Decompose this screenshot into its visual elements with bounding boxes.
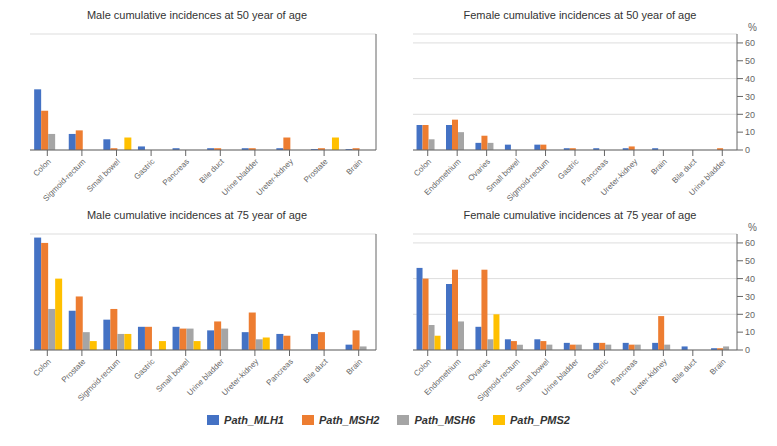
svg-text:Prostate: Prostate [60,357,88,385]
svg-text:60: 60 [745,38,755,48]
svg-text:Colon: Colon [32,157,53,178]
svg-text:20: 20 [745,110,755,120]
svg-text:Ureter-kidney: Ureter-kidney [599,157,639,197]
svg-text:Colon: Colon [32,357,53,378]
svg-text:0: 0 [745,345,750,355]
svg-text:Pancreas: Pancreas [580,157,610,187]
html-text:Path_MLH1: Path_MLH1 [224,414,284,426]
svg-text:50: 50 [745,56,755,66]
svg-text:Brain: Brain [649,157,669,177]
svg-text:Bile duct: Bile duct [670,357,699,386]
svg-text:Small bowel: Small bowel [514,357,551,394]
svg-text:Ovaries: Ovaries [466,357,492,383]
svg-text:Endometrium: Endometrium [423,357,463,397]
svg-text:Pancreas: Pancreas [161,157,191,187]
svg-text:10: 10 [745,327,755,337]
html-text:Female cumulative incidences a: Female cumulative incidences at 75 year … [463,209,697,221]
svg-text:Gastric: Gastric [586,357,610,381]
svg-text:Brain: Brain [345,157,365,177]
svg-text:Prostate: Prostate [302,157,330,185]
html-text:Female cumulative incidences a: Female cumulative incidences at 50 year … [463,9,697,21]
svg-text:Sigmoid-rectum: Sigmoid-rectum [41,157,87,203]
svg-text:Pancreas: Pancreas [265,357,295,387]
svg-text:Small bowel: Small bowel [154,357,191,394]
svg-text:Ureter-kidney: Ureter-kidney [220,357,260,397]
svg-text:Endometrium: Endometrium [423,157,463,197]
html-text:Path_MSH2: Path_MSH2 [319,414,380,426]
svg-text:Ureter-kidney: Ureter-kidney [628,357,668,397]
svg-text:50: 50 [745,256,755,266]
svg-text:30: 30 [745,92,755,102]
svg-text:Ovaries: Ovaries [466,157,492,183]
svg-text:Brain: Brain [708,357,728,377]
svg-text:Gastric: Gastric [132,357,156,381]
svg-text:Colon: Colon [412,157,433,178]
svg-text:20: 20 [745,310,755,320]
svg-text:40: 40 [745,274,755,284]
svg-text:Urine bladder: Urine bladder [540,357,581,398]
svg-text:Sigmoid-rectum: Sigmoid-rectum [76,357,122,403]
html-text:Male cumulative incidences at: Male cumulative incidences at 50 year of… [86,9,308,21]
html-text:Male cumulative incidences at: Male cumulative incidences at 75 year of… [86,209,308,221]
svg-text:Urine bladder: Urine bladder [220,157,261,198]
svg-text:Bile duct: Bile duct [301,357,330,386]
svg-text:Urine bladder: Urine bladder [185,357,226,398]
svg-text:0: 0 [745,145,750,155]
svg-text:Gastric: Gastric [556,157,580,181]
svg-text:Bile duct: Bile duct [670,157,699,186]
svg-text:Sigmoid-rectum: Sigmoid-rectum [505,157,551,203]
svg-text:30: 30 [745,292,755,302]
svg-text:Bile duct: Bile duct [198,157,227,186]
svg-text:Ureter-kidney: Ureter-kidney [255,157,295,197]
html-text:Path_MSH6: Path_MSH6 [414,414,475,426]
svg-text:Urine bladder: Urine bladder [687,157,728,198]
svg-text:40: 40 [745,74,755,84]
svg-text:Small bowel: Small bowel [85,157,122,194]
svg-text:10: 10 [745,127,755,137]
svg-text:Small bowel: Small bowel [484,157,522,194]
svg-text:Gastric: Gastric [132,157,156,181]
html-text:Path_PMS2: Path_PMS2 [510,414,570,426]
svg-text:Pancreas: Pancreas [609,357,639,387]
svg-text:60: 60 [745,238,755,248]
svg-text:Colon: Colon [412,357,433,378]
svg-text:Sigmoid-rectum: Sigmoid-rectum [476,357,522,403]
svg-text:Brain: Brain [345,357,365,377]
